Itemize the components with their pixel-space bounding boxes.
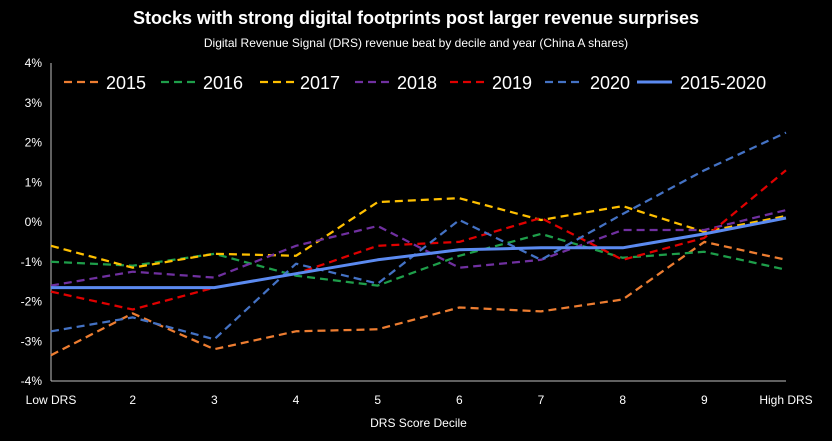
legend: 2015 2016 2017 2018 2019 2020 2015-2020: [64, 73, 766, 93]
x-tick-label: 9: [701, 393, 708, 407]
x-tick-label: 4: [293, 393, 300, 407]
legend-label-2015-2020: 2015-2020: [680, 73, 766, 93]
y-tick-label: 3%: [25, 96, 43, 110]
legend-label-2017: 2017: [300, 73, 340, 93]
series-lines: [50, 131, 787, 357]
series-line-2019: [50, 169, 787, 311]
series-line-2015-2020: [51, 216, 787, 290]
y-tick-label: -1%: [21, 255, 43, 269]
series-line-2017: [50, 197, 787, 269]
y-tick-label: -4%: [21, 374, 43, 388]
plot-area: -4% -3% -2% -1% 0% 1% 2% 3% 4% Low DRS 2 3 4 5 6 7 8 9 Hi…: [21, 56, 813, 407]
y-ticks: -4% -3% -2% -1% 0% 1% 2% 3% 4%: [21, 56, 43, 388]
x-tick-label: 5: [374, 393, 381, 407]
x-tick-label: 2: [129, 393, 136, 407]
legend-label-2018: 2018: [397, 73, 437, 93]
x-tick-label: 6: [456, 393, 463, 407]
x-tick-label: 3: [211, 393, 218, 407]
x-tick-label: Low DRS: [26, 393, 77, 407]
series-line-2020: [50, 131, 787, 341]
y-tick-label: -2%: [21, 295, 43, 309]
legend-label-2016: 2016: [203, 73, 243, 93]
x-ticks: Low DRS 2 3 4 5 6 7 8 9 High DRS: [26, 393, 813, 407]
y-tick-label: 2%: [25, 136, 43, 150]
y-tick-label: 0%: [25, 215, 43, 229]
legend-label-2019: 2019: [492, 73, 532, 93]
series-line-2016: [50, 232, 787, 287]
y-tick-label: 4%: [25, 56, 43, 70]
series-line-2018: [50, 209, 787, 287]
x-tick-label: 8: [619, 393, 626, 407]
y-tick-label: 1%: [25, 175, 43, 189]
x-tick-label: High DRS: [759, 393, 812, 407]
legend-label-2015: 2015: [106, 73, 146, 93]
series-line-2015: [50, 240, 787, 357]
y-tick-label: -3%: [21, 334, 43, 348]
x-tick-label: 7: [538, 393, 545, 407]
chart-subtitle: Digital Revenue Signal (DRS) revenue bea…: [203, 36, 629, 50]
legend-label-2020: 2020: [590, 73, 630, 93]
x-axis-title: DRS Score Decile: [370, 416, 467, 430]
chart-title: Stocks with strong digital footprints po…: [132, 8, 700, 28]
